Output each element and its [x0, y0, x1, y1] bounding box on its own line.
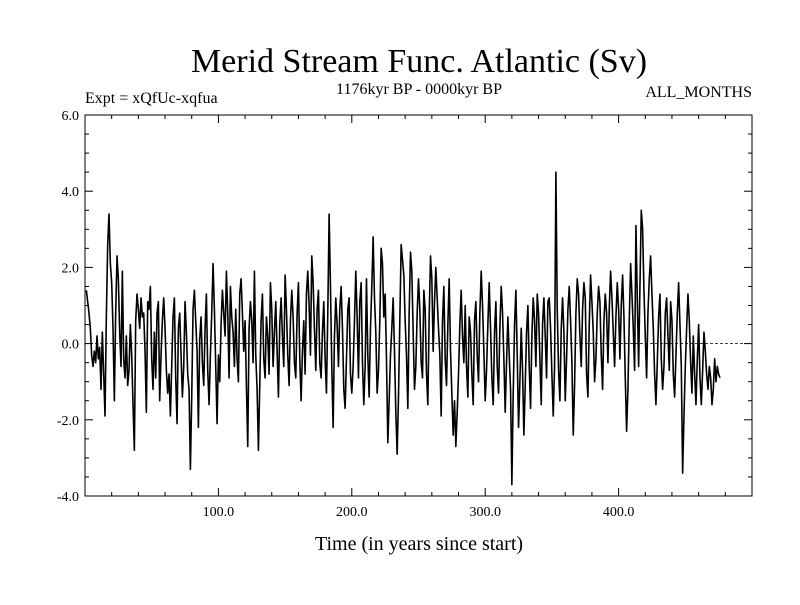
y-tick-label: 2.0 — [62, 261, 80, 276]
x-tick-label: 100.0 — [203, 505, 235, 520]
y-tick-label: -4.0 — [57, 490, 79, 505]
x-tick-label: 200.0 — [336, 505, 368, 520]
x-tick-label: 400.0 — [603, 505, 635, 520]
chart-title: Merid Stream Func. Atlantic (Sv) — [191, 43, 647, 80]
chart-subtitle-experiment: Expt = xQfUc-xqfua — [85, 90, 218, 107]
y-axis: -4.0 -2.0 0.0 2.0 4.0 6.0 — [57, 109, 752, 505]
chart-subtitle-months: ALL_MONTHS — [645, 84, 752, 101]
y-tick-label: 4.0 — [62, 185, 80, 200]
y-tick-label: 6.0 — [62, 109, 80, 124]
x-tick-label: 300.0 — [469, 505, 501, 520]
series-group — [85, 171, 721, 486]
chart-subtitle-time-range: 1176kyr BP - 0000kyr BP — [336, 81, 502, 98]
y-tick-label: 0.0 — [62, 338, 80, 353]
x-axis: 100.0 200.0 300.0 400.0 — [111, 115, 726, 520]
series-line — [85, 171, 721, 486]
y-tick-label: -2.0 — [57, 414, 79, 429]
x-axis-label: Time (in years since start) — [315, 533, 523, 555]
